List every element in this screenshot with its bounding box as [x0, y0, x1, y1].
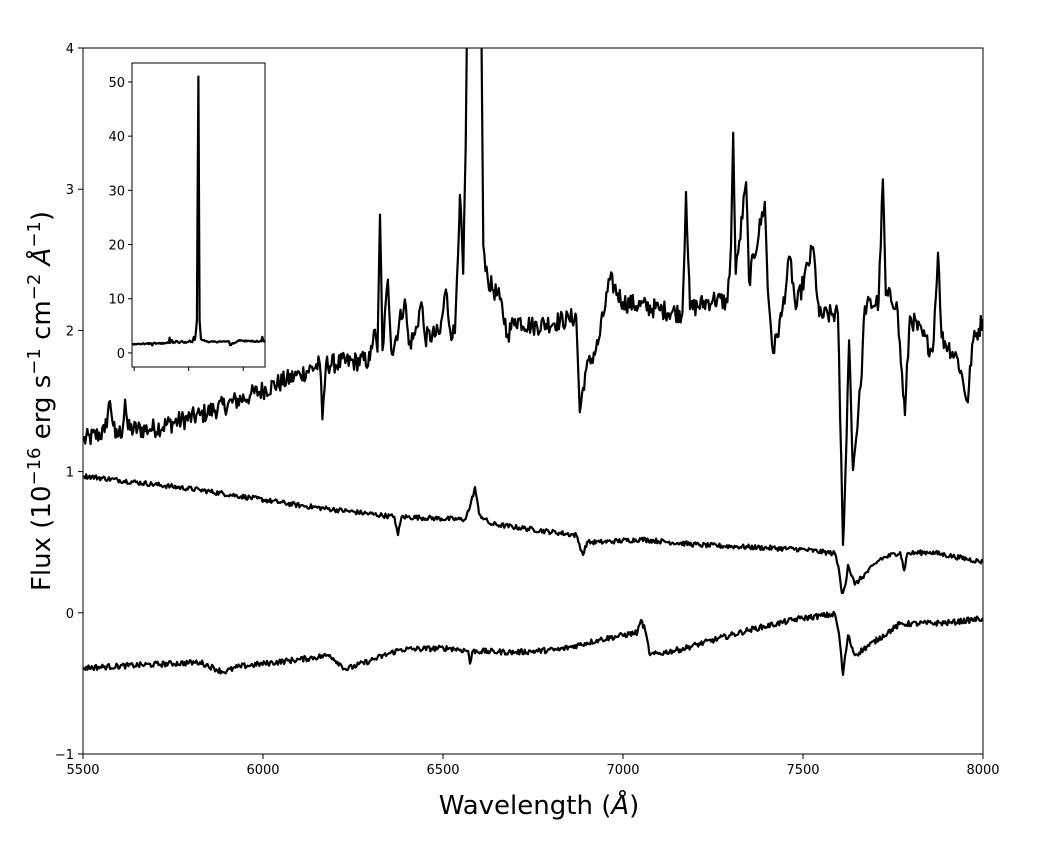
- inset-y-tick-label: 20: [108, 239, 125, 254]
- label-superscript: −16: [24, 448, 45, 486]
- y-tick-label: 2: [66, 324, 74, 339]
- label-text: cm: [27, 300, 57, 348]
- x-tick-label: 6000: [246, 763, 279, 778]
- main-plot: 5500 6000 6500 7000 7500 8000 −1 0 1 2 3 4: [55, 42, 1000, 778]
- inset-y-tick-label: 10: [108, 293, 125, 308]
- inset-y-tick-label: 0: [117, 347, 125, 362]
- main-series-line-0: [83, 48, 983, 547]
- inset-plot: 0 10 20 30 40 50: [108, 62, 266, 371]
- label-text: erg s: [27, 375, 57, 448]
- y-axis-label: Flux (10−16 erg s−1 cm−2 Å−1): [24, 211, 58, 591]
- x-tick-label: 8000: [966, 763, 999, 778]
- label-text: Å: [25, 248, 57, 268]
- label-text: Å: [609, 789, 629, 821]
- label-superscript: −2: [24, 274, 45, 301]
- inset-frame: [131, 62, 266, 368]
- label-text: Wavelength (: [439, 791, 612, 821]
- x-tick-label: 6500: [426, 763, 459, 778]
- label-text: ): [27, 211, 57, 221]
- inset-y-tick-label: 50: [108, 76, 125, 91]
- y-tick-label: −1: [55, 748, 74, 763]
- x-tick-label: 7000: [606, 763, 639, 778]
- inset-series-line-0: [132, 75, 265, 347]
- label-superscript: −1: [24, 348, 45, 375]
- x-axis-label: Wavelength (Å): [439, 789, 640, 821]
- label-text: ): [629, 791, 639, 821]
- y-tick-label: 4: [66, 42, 74, 57]
- x-tick-label: 5500: [66, 763, 99, 778]
- main-frame: [82, 47, 984, 755]
- x-tick-label: 7500: [786, 763, 819, 778]
- main-series-line-2: [83, 610, 983, 676]
- y-tick-label: 0: [66, 607, 74, 622]
- inset-y-tick-label: 30: [108, 184, 125, 199]
- label-text: [27, 265, 57, 273]
- label-superscript: −1: [24, 221, 45, 248]
- label-text: Flux (10: [27, 486, 57, 592]
- y-tick-label: 3: [66, 183, 74, 198]
- y-tick-label: 1: [66, 466, 74, 481]
- inset-y-tick-label: 40: [108, 130, 125, 145]
- main-series-line-1: [83, 473, 983, 595]
